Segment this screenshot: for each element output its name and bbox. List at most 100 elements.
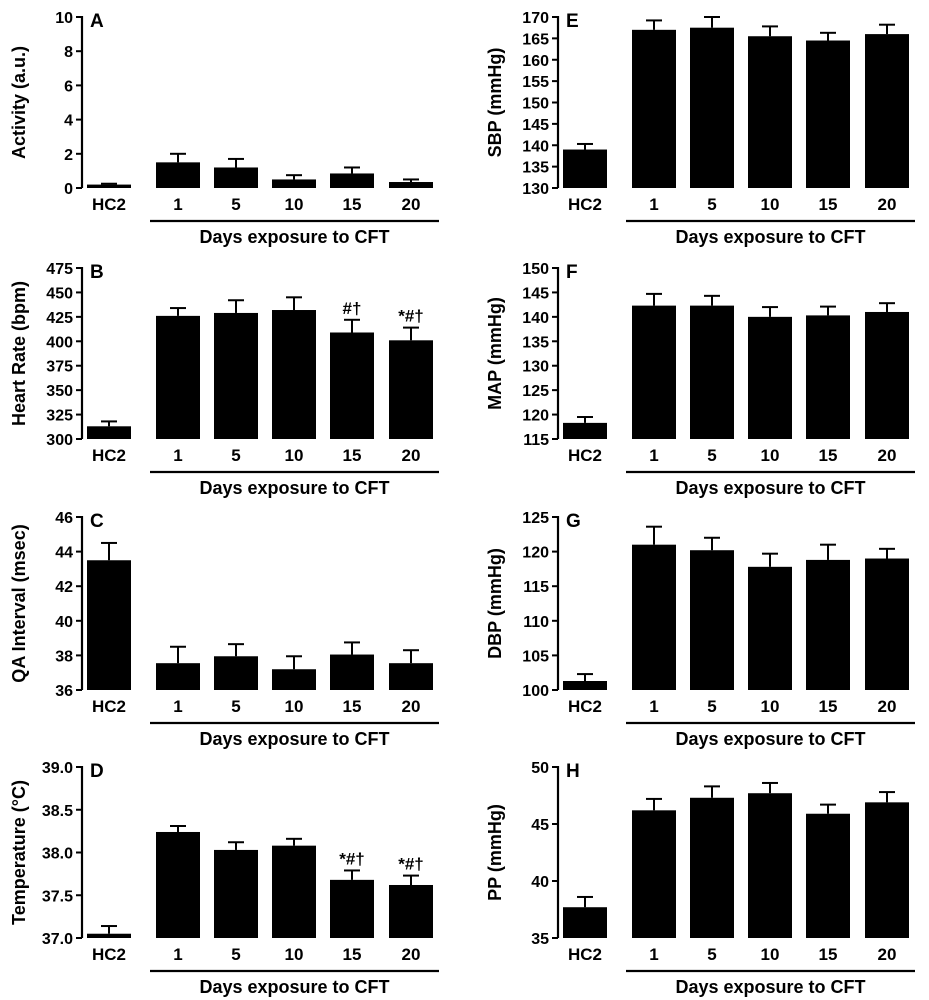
x-axis-label: Days exposure to CFT	[675, 729, 865, 749]
y-tick-label: 42	[55, 579, 73, 596]
bar-20	[865, 802, 909, 938]
y-tick-label: 375	[46, 359, 73, 376]
x-category-label: 1	[649, 195, 658, 214]
bar-10	[748, 566, 792, 690]
x-category-label: 20	[402, 697, 421, 716]
bar-5	[690, 797, 734, 938]
y-axis-label: PP (mmHg)	[485, 804, 505, 901]
x-category-label: 15	[819, 446, 838, 465]
y-axis-label: Temperature (°C)	[9, 780, 29, 925]
panel-label: D	[90, 761, 104, 782]
bar-1	[632, 305, 676, 439]
y-tick-label: 140	[522, 310, 549, 327]
x-category-label: HC2	[92, 945, 126, 964]
bar-10	[748, 316, 792, 439]
bar-20	[865, 558, 909, 690]
panel-label: H	[566, 761, 580, 782]
x-category-label: 20	[402, 446, 421, 465]
bar-hc2	[87, 184, 131, 188]
bar-1	[632, 810, 676, 938]
y-tick-label: 8	[64, 44, 73, 61]
y-tick-label: 145	[522, 117, 549, 134]
x-category-label: 15	[343, 945, 362, 964]
y-tick-label: 37.0	[42, 931, 73, 948]
panel-label: C	[90, 511, 104, 532]
bar-1	[156, 315, 200, 439]
panel-label: E	[566, 11, 579, 32]
y-tick-label: 100	[522, 683, 549, 700]
y-tick-label: 165	[522, 31, 549, 48]
y-tick-label: 450	[46, 285, 73, 302]
x-axis-label: Days exposure to CFT	[199, 227, 389, 247]
x-category-label: 20	[402, 195, 421, 214]
y-tick-label: 135	[522, 334, 549, 351]
y-tick-label: 120	[522, 545, 549, 562]
panel-label: A	[90, 11, 104, 32]
y-tick-label: 2	[64, 147, 73, 164]
x-category-label: 15	[819, 697, 838, 716]
y-tick-label: 150	[522, 261, 549, 278]
y-tick-label: 6	[64, 78, 73, 95]
y-tick-label: 125	[522, 383, 549, 400]
bar-20	[389, 182, 433, 188]
bar-15	[330, 879, 374, 938]
bar-1	[632, 29, 676, 189]
x-category-label: 10	[285, 697, 304, 716]
bar-hc2	[563, 681, 607, 690]
y-tick-label: 125	[522, 510, 549, 527]
bar-10	[272, 179, 316, 188]
y-tick-label: 400	[46, 334, 73, 351]
panel-label: B	[90, 262, 104, 283]
x-category-label: 5	[231, 446, 240, 465]
y-tick-label: 325	[46, 408, 73, 425]
y-tick-label: 300	[46, 432, 73, 449]
bar-5	[214, 849, 258, 938]
y-tick-label: 145	[522, 285, 549, 302]
x-axis-label: Days exposure to CFT	[675, 227, 865, 247]
x-category-label: 10	[285, 945, 304, 964]
bar-5	[214, 167, 258, 188]
bar-10	[748, 793, 792, 938]
bar-20	[389, 340, 433, 439]
bar-hc2	[87, 560, 131, 690]
y-tick-label: 160	[522, 53, 549, 70]
x-category-label: 1	[649, 697, 658, 716]
x-category-label: 15	[343, 195, 362, 214]
bar-hc2	[563, 422, 607, 439]
x-category-label: 5	[707, 697, 716, 716]
bar-15	[806, 40, 850, 189]
y-axis-label: DBP (mmHg)	[485, 548, 505, 659]
y-tick-label: 40	[531, 874, 549, 891]
x-category-label: HC2	[568, 945, 602, 964]
y-tick-label: 130	[522, 359, 549, 376]
x-category-label: 20	[878, 697, 897, 716]
x-category-label: HC2	[568, 446, 602, 465]
bar-15	[806, 559, 850, 690]
panel-label: F	[566, 262, 578, 283]
y-axis-label: SBP (mmHg)	[485, 48, 505, 158]
y-tick-label: 44	[55, 545, 73, 562]
bar-1	[632, 544, 676, 690]
x-category-label: 1	[649, 446, 658, 465]
y-tick-label: 4	[64, 113, 73, 130]
x-category-label: 5	[231, 945, 240, 964]
bar-20	[389, 663, 433, 690]
y-tick-label: 425	[46, 310, 73, 327]
y-tick-label: 10	[55, 10, 73, 27]
y-tick-label: 115	[523, 432, 549, 449]
x-category-label: 10	[761, 195, 780, 214]
bar-15	[806, 813, 850, 938]
bar-hc2	[563, 907, 607, 938]
x-category-label: 15	[343, 697, 362, 716]
bar-20	[389, 884, 433, 938]
y-tick-label: 475	[46, 261, 73, 278]
bar-hc2	[87, 933, 131, 938]
y-tick-label: 38.5	[42, 803, 73, 820]
y-axis-label: MAP (mmHg)	[485, 297, 505, 410]
y-tick-label: 150	[522, 96, 549, 113]
x-category-label: 1	[173, 195, 182, 214]
